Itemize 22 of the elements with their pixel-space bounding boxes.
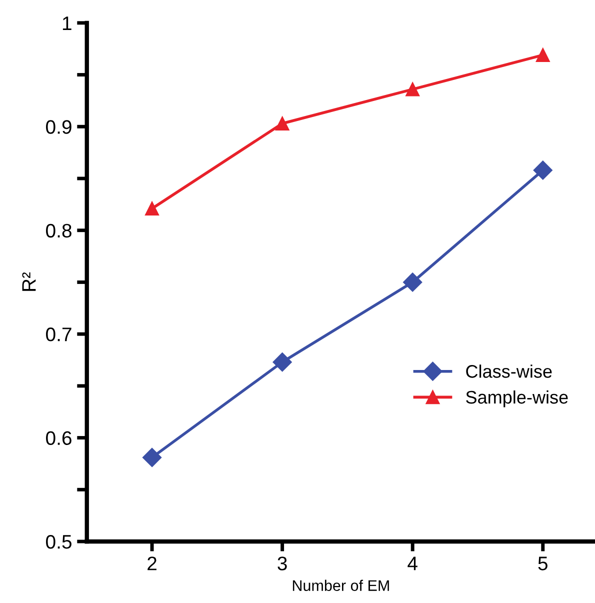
y-tick-label: 0.8: [46, 224, 72, 238]
y-tick-label: 0.6: [46, 431, 72, 446]
point: [536, 48, 550, 62]
legend-label: Sample-wise: [466, 390, 568, 408]
point: [275, 116, 290, 130]
x-tick-label: 4: [408, 556, 418, 570]
point: [142, 448, 162, 468]
point: [145, 202, 159, 216]
legend-label: Class-wise: [466, 364, 552, 378]
point: [406, 82, 420, 96]
point: [272, 352, 292, 372]
y-axis-title: R²: [22, 272, 36, 291]
y-tick-label: 0.9: [46, 120, 72, 134]
x-tick-label: 2: [148, 556, 156, 570]
x-axis-title: Number of EM: [292, 580, 389, 591]
point: [403, 272, 422, 292]
x-tick-label: 3: [278, 556, 287, 570]
y-tick-label: 1: [62, 16, 72, 30]
point: [533, 160, 552, 180]
x-tick-label: 5: [538, 556, 548, 570]
y-tick-label: 0.7: [46, 328, 72, 342]
y-tick-label: 0.5: [46, 534, 72, 549]
